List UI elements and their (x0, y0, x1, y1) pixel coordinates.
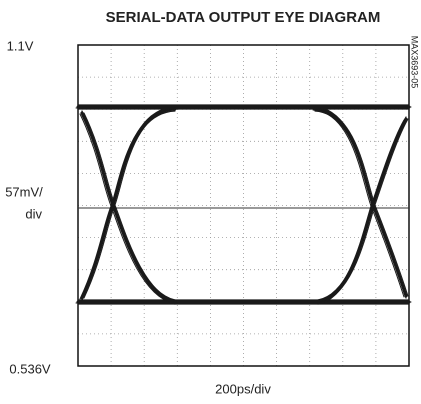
top-label: 1.1V (7, 38, 34, 53)
eye-trace (315, 111, 406, 298)
eye-trace (315, 107, 406, 294)
eye-trace (315, 109, 406, 296)
x-label: 200ps/div (215, 381, 271, 396)
eye-trace (82, 109, 175, 298)
eye-trace (82, 111, 175, 300)
scale-label: div (25, 206, 42, 221)
grid (78, 45, 409, 366)
eye-trace (82, 111, 175, 300)
figure-id: MAX3693-05 (410, 36, 420, 89)
eye-traces (76, 105, 411, 304)
figure: SERIAL-DATA OUTPUT EYE DIAGRAM 1.1V 57mV… (0, 0, 421, 404)
eye-trace (316, 120, 404, 303)
eye-trace (313, 110, 404, 297)
bottom-label: 0.536V (9, 361, 51, 376)
scale-label: 57mV/ (5, 184, 43, 199)
title: SERIAL-DATA OUTPUT EYE DIAGRAM (106, 9, 381, 26)
